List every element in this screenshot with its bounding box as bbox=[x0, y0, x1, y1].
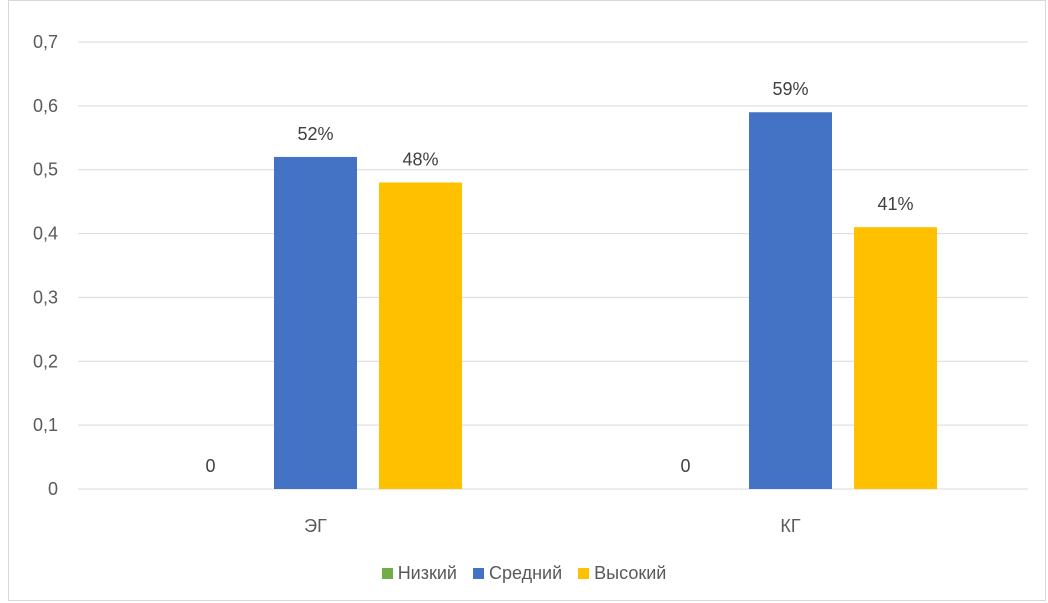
legend-label: Средний bbox=[488, 563, 563, 583]
bar-средний bbox=[274, 156, 357, 489]
y-tick-label: 0,3 bbox=[33, 287, 58, 307]
legend-swatch bbox=[472, 568, 484, 579]
x-category-label: КГ bbox=[780, 516, 800, 536]
y-tick-label: 0,2 bbox=[33, 351, 58, 371]
bar-средний bbox=[749, 112, 832, 489]
data-label: 41% bbox=[877, 194, 913, 214]
legend-label: Низкий bbox=[397, 563, 457, 583]
data-label: 48% bbox=[402, 149, 438, 169]
legend-item: Средний bbox=[472, 563, 563, 584]
y-tick-label: 0 bbox=[48, 479, 58, 499]
data-label: 52% bbox=[297, 124, 333, 144]
data-label: 0 bbox=[205, 456, 215, 476]
legend-swatch bbox=[381, 568, 393, 579]
legend-swatch bbox=[578, 568, 590, 579]
x-category-label: ЭГ bbox=[304, 516, 327, 536]
bar-chart: 0 0,1 0,2 0,3 0,4 0,5 0,6 0,7 0 52% 48% ЭГ 0 59% 41% КГ bbox=[33, 32, 1028, 536]
data-label: 0 bbox=[680, 456, 690, 476]
y-tick-label: 0,7 bbox=[33, 32, 58, 52]
data-label: 59% bbox=[772, 79, 808, 99]
bar-высокий bbox=[854, 227, 937, 489]
legend-item: Высокий bbox=[578, 563, 666, 584]
y-tick-label: 0,6 bbox=[33, 96, 58, 116]
legend-item: Низкий bbox=[381, 563, 457, 584]
legend-label: Высокий bbox=[594, 563, 667, 583]
y-tick-label: 0,1 bbox=[33, 415, 58, 435]
y-tick-label: 0,5 bbox=[33, 160, 58, 180]
bar-высокий bbox=[379, 182, 462, 489]
y-tick-label: 0,4 bbox=[33, 224, 58, 244]
chart-legend: Низкий Средний Высокий bbox=[0, 563, 1048, 584]
